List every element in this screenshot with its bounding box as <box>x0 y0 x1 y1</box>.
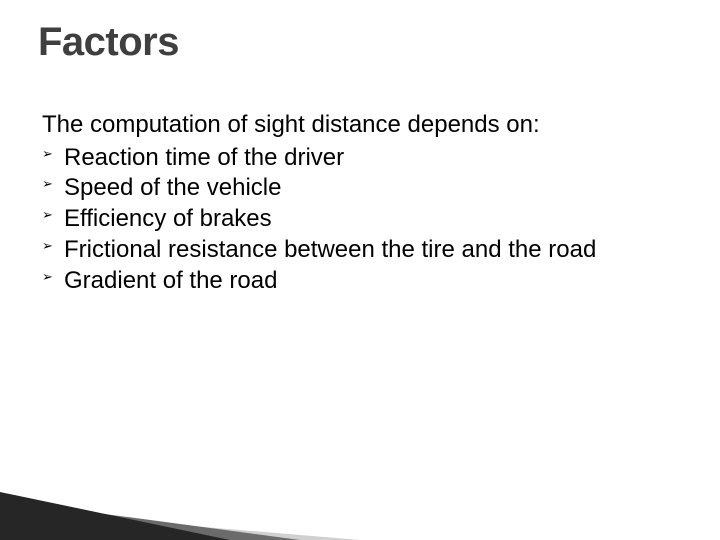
slide: Factors The computation of sight distanc… <box>0 0 720 540</box>
list-item: ➢ Speed of the vehicle <box>42 173 678 204</box>
bullet-marker-icon: ➢ <box>42 270 53 283</box>
body-text-block: The computation of sight distance depend… <box>42 110 678 296</box>
bullet-marker-icon: ➢ <box>42 147 53 160</box>
bullet-marker-icon: ➢ <box>42 177 53 190</box>
list-item-text: Speed of the vehicle <box>64 174 282 201</box>
list-item: ➢ Frictional resistance between the tire… <box>42 235 678 266</box>
corner-decoration-icon <box>0 450 360 540</box>
bullet-marker-icon: ➢ <box>42 208 53 221</box>
bullet-marker-icon: ➢ <box>42 239 53 252</box>
list-item-text: Reaction time of the driver <box>64 144 344 171</box>
list-item-text: Frictional resistance between the tire a… <box>64 236 596 263</box>
list-item: ➢ Reaction time of the driver <box>42 143 678 174</box>
list-item: ➢ Gradient of the road <box>42 266 678 297</box>
intro-line: The computation of sight distance depend… <box>42 110 678 141</box>
list-item: ➢ Efficiency of brakes <box>42 204 678 235</box>
list-item-text: Efficiency of brakes <box>64 205 272 232</box>
list-item-text: Gradient of the road <box>64 267 277 294</box>
slide-title: Factors <box>38 20 179 65</box>
